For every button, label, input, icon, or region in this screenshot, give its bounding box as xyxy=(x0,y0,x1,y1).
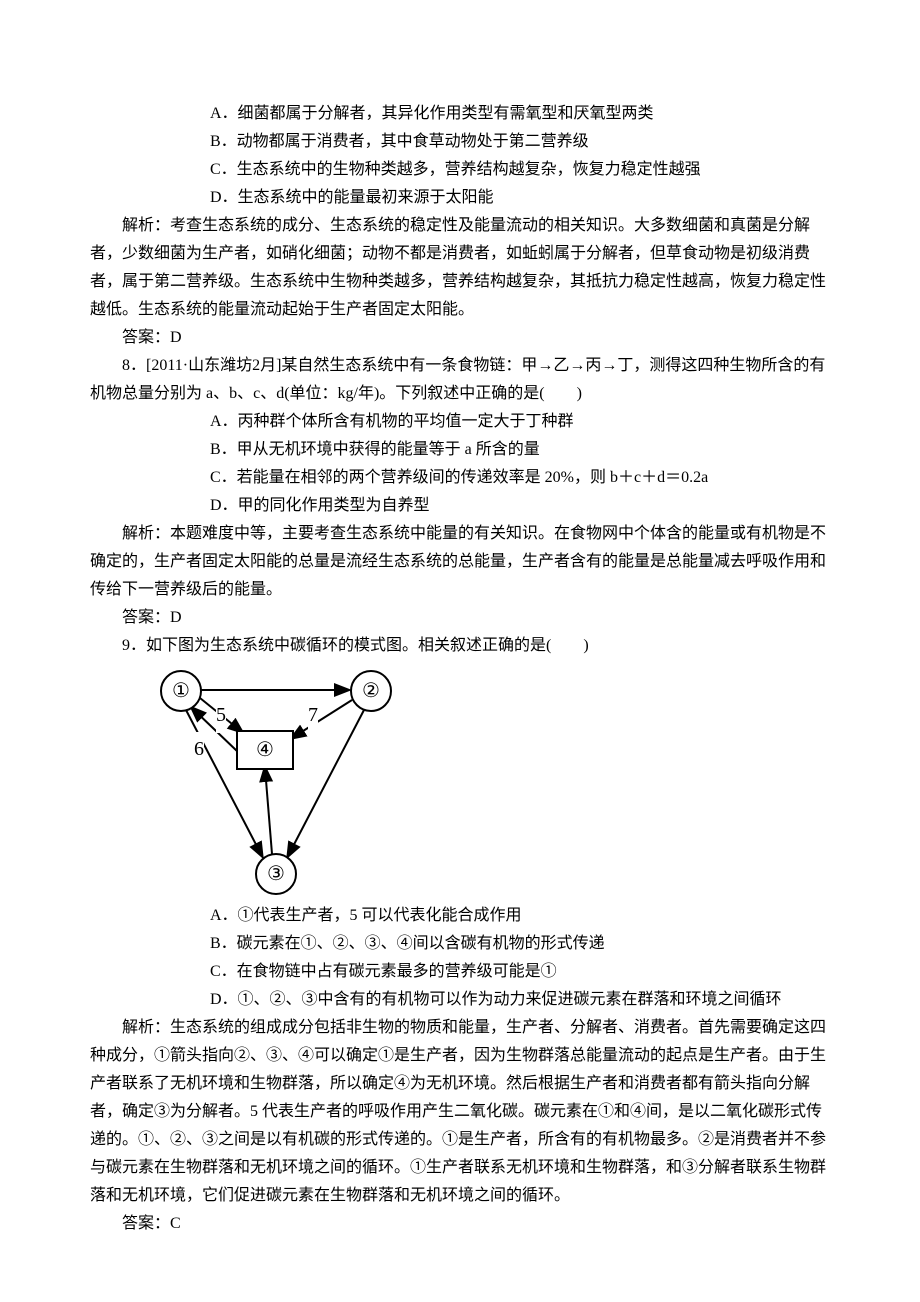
diagram-node-1: ① xyxy=(160,670,202,712)
q9-answer: 答案：C xyxy=(90,1210,830,1238)
diagram-label-5: 5 xyxy=(216,698,226,733)
q9-option-d: D．①、②、③中含有的有机物可以作为动力来促进碳元素在群落和环境之间循环 xyxy=(90,986,830,1014)
q9-stem: 9．如下图为生态系统中碳循环的模式图。相关叙述正确的是( ) xyxy=(90,632,830,660)
q8-option-b: B．甲从无机环境中获得的能量等于 a 所含的量 xyxy=(90,436,830,464)
diagram-label-6: 6 xyxy=(194,732,204,767)
document-page: A．细菌都属于分解者，其异化作用类型有需氧型和厌氧型两类 B．动物都属于消费者，… xyxy=(0,0,920,1298)
q8-option-d: D．甲的同化作用类型为自养型 xyxy=(90,492,830,520)
diagram-node-4: ④ xyxy=(236,730,294,770)
q7-option-c: C．生态系统中的生物种类越多，营养结构越复杂，恢复力稳定性越强 xyxy=(90,156,830,184)
q7-option-a: A．细菌都属于分解者，其异化作用类型有需氧型和厌氧型两类 xyxy=(90,100,830,128)
q8-answer: 答案：D xyxy=(90,604,830,632)
q9-analysis: 解析：生态系统的组成成分包括非生物的物质和能量，生产者、分解者、消费者。首先需要… xyxy=(90,1014,830,1210)
q8-option-a: A．丙种群个体所含有机物的平均值一定大于丁种群 xyxy=(90,408,830,436)
q9-option-c: C．在食物链中占有碳元素最多的营养级可能是① xyxy=(90,958,830,986)
q7-option-d: D．生态系统中的能量最初来源于太阳能 xyxy=(90,184,830,212)
q8-option-c: C．若能量在相邻的两个营养级间的传递效率是 20%，则 b＋c＋d＝0.2a xyxy=(90,464,830,492)
diagram-node-3: ③ xyxy=(255,853,297,895)
q8-stem: 8．[2011·山东潍坊2月]某自然生态系统中有一条食物链：甲→乙→丙→丁，测得… xyxy=(90,352,830,408)
carbon-cycle-diagram: ① ② ③ ④ 5 6 7 xyxy=(150,668,400,898)
diagram-label-7: 7 xyxy=(308,698,318,733)
diagram-node-2: ② xyxy=(350,670,392,712)
q9-option-b: B．碳元素在①、②、③、④间以含碳有机物的形式传递 xyxy=(90,930,830,958)
q7-answer: 答案：D xyxy=(90,324,830,352)
q7-analysis: 解析：考查生态系统的成分、生态系统的稳定性及能量流动的相关知识。大多数细菌和真菌… xyxy=(90,212,830,324)
q8-analysis: 解析：本题难度中等，主要考查生态系统中能量的有关知识。在食物网中个体含的能量或有… xyxy=(90,520,830,604)
q7-option-b: B．动物都属于消费者，其中食草动物处于第二营养级 xyxy=(90,128,830,156)
q9-option-a: A．①代表生产者，5 可以代表化能合成作用 xyxy=(90,902,830,930)
